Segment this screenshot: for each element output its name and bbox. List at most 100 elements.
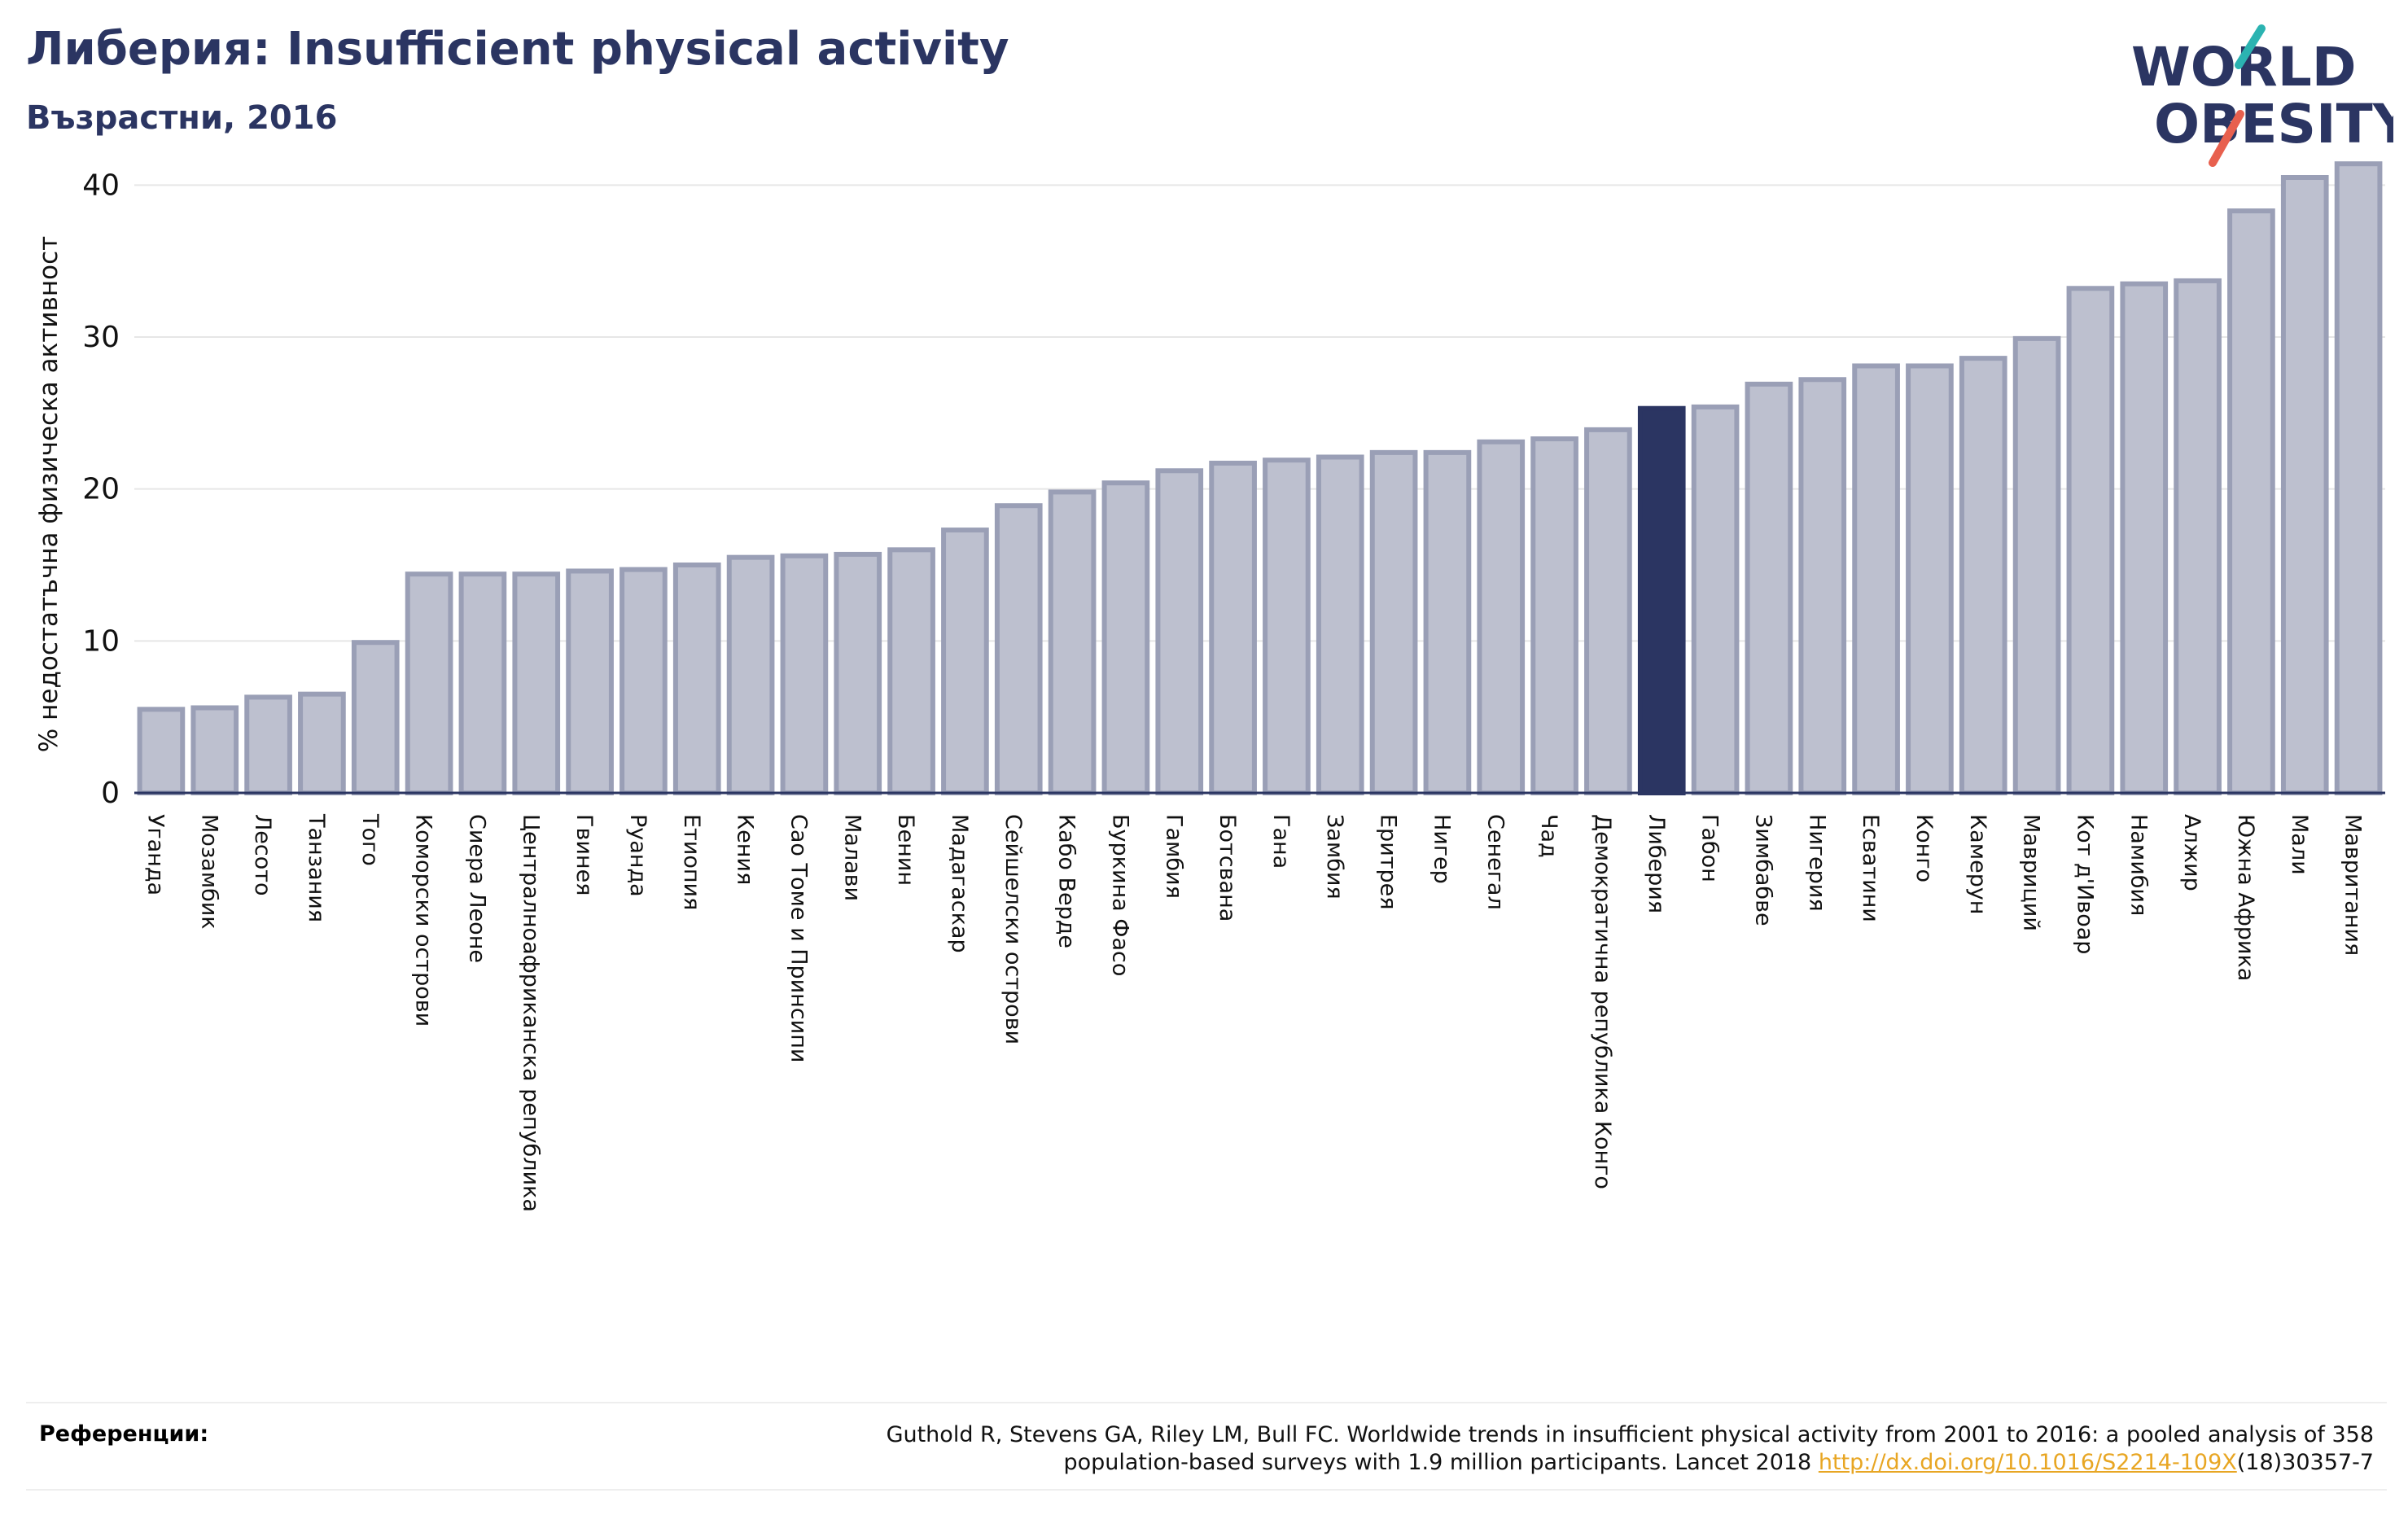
x-tick-label: Кабо Верде: [1054, 814, 1079, 948]
y-tick-label: 30: [82, 321, 120, 354]
bar-2: [190, 705, 239, 796]
x-tick-label: Малави: [839, 814, 865, 901]
bar-1: [137, 707, 186, 795]
bar-19: [1101, 480, 1150, 795]
x-tick-label: Конго: [1911, 814, 1937, 882]
bar-18: [1048, 489, 1097, 796]
bar-33: [1852, 363, 1900, 795]
x-tick-label: Нигер: [1429, 814, 1454, 884]
references-label: Референции:: [39, 1421, 209, 1447]
logo-slash-coral: [2209, 110, 2244, 167]
bar-36: [2012, 335, 2061, 796]
logo-word-obesity: OBESITY: [2154, 93, 2393, 155]
citation-line-2-end: (18)30357-7: [2236, 1450, 2374, 1475]
bar-5: [351, 640, 400, 796]
chart-subtitle: Възрастни, 2016: [26, 99, 338, 137]
bar-40: [2227, 208, 2275, 796]
axis-layer: 0 10 20 30 40 Уганда Мозамбик Лесото Танзания Тог…: [82, 169, 2385, 1212]
bar-8: [512, 571, 561, 795]
bar-9: [566, 568, 614, 795]
x-tick-label: Сейшелски острови: [1000, 814, 1026, 1044]
bar-28: [1584, 427, 1632, 795]
bar-14: [834, 551, 882, 796]
x-tick-label: Ботсвана: [1215, 814, 1240, 922]
x-tick-label: Чад: [1536, 814, 1561, 858]
x-tick-label: Централноафриканска република: [518, 814, 543, 1212]
y-tick-label: 40: [82, 169, 120, 202]
bar-25: [1423, 449, 1472, 795]
bar-32: [1798, 377, 1847, 795]
x-tick-label: Бенин: [893, 814, 918, 886]
logo-word-world: WORLD: [2131, 36, 2357, 99]
x-tick-label: Зимбабве: [1750, 814, 1775, 926]
x-tick-label: Сенегал: [1482, 814, 1508, 910]
grid-layer: [134, 184, 2385, 642]
x-tick-label: Алжир: [2179, 814, 2204, 891]
x-tick-label: Еритрея: [1376, 814, 1401, 909]
x-tick-label: Гвинея: [571, 814, 597, 895]
y-tick-label: 10: [82, 624, 120, 658]
x-tick-label: Замбия: [1322, 814, 1347, 900]
bar-7: [458, 571, 507, 795]
x-tick-label: Етиопия: [679, 814, 704, 910]
citation-line-1: Guthold R, Stevens GA, Riley LM, Bull FC…: [886, 1422, 2374, 1447]
x-tick-label: Коморски острови: [411, 814, 436, 1027]
bar-29: [1637, 405, 1686, 795]
bar-13: [780, 553, 829, 795]
x-tick-label: Нигерия: [1804, 814, 1829, 912]
x-tick-label: Танзания: [304, 813, 329, 922]
bar-6: [405, 571, 453, 795]
bar-12: [726, 554, 775, 796]
citation-line-2: population-based surveys with 1.9 millio…: [1063, 1450, 1819, 1475]
bar-39: [2174, 278, 2222, 795]
bar-4: [298, 691, 346, 796]
bar-16: [941, 528, 989, 795]
bar-23: [1316, 454, 1364, 795]
x-tick-label: Кения: [733, 814, 758, 885]
x-tick-label: Есватини: [1858, 814, 1883, 922]
x-tick-label: Мали: [2287, 814, 2312, 875]
y-tick-label: 20: [82, 473, 120, 506]
bar-37: [2066, 286, 2115, 795]
bar-31: [1745, 381, 1793, 795]
x-tick-label: Уганда: [142, 814, 168, 895]
y-axis-label: % недостатъчна физическа активност: [34, 236, 63, 752]
bar-26: [1477, 439, 1526, 795]
bar-3: [244, 694, 292, 796]
x-tick-label: Лесото: [250, 814, 275, 896]
logo-slash-teal: [2235, 24, 2266, 69]
x-tick-label: Руанда: [625, 814, 650, 897]
bar-17: [994, 503, 1043, 795]
y-tick-label: 0: [101, 777, 120, 810]
bar-10: [620, 567, 668, 795]
x-tick-label: Южна Африка: [2233, 814, 2258, 981]
bar-30: [1691, 404, 1740, 795]
bar-layer: [137, 161, 2383, 796]
bar-38: [2120, 281, 2169, 795]
x-tick-label: Мозамбик: [196, 814, 221, 930]
x-tick-label: Демократична република Конго: [1590, 814, 1615, 1189]
x-tick-label: Гана: [1268, 814, 1294, 869]
x-tick-label: Габон: [1697, 814, 1723, 882]
chart-title: Либерия: Insufficient physical activity: [26, 23, 1009, 76]
x-tick-label: Гамбия: [1161, 814, 1186, 899]
doi-link[interactable]: http://dx.doi.org/10.1016/S2214-109X: [1818, 1450, 2237, 1475]
bar-42: [2334, 161, 2383, 795]
x-tick-label: Того: [357, 813, 383, 866]
x-tick-label: Намибия: [2126, 814, 2151, 916]
world-obesity-logo: WORLD OBESITY: [2131, 24, 2393, 167]
bar-15: [887, 547, 935, 795]
x-tick-label: Мадагаскар: [947, 814, 972, 953]
x-tick-label: Мавриций: [2019, 814, 2044, 931]
references-citation: Guthold R, Stevens GA, Riley LM, Bull FC…: [583, 1421, 2374, 1477]
bar-34: [1906, 363, 1954, 795]
x-tick-label: Мавритания: [2340, 814, 2366, 956]
bar-41: [2280, 175, 2329, 795]
bar-11: [672, 563, 721, 795]
x-tick-label: Буркина Фасо: [1107, 814, 1132, 976]
references-section: Референции: Guthold R, Stevens GA, Riley…: [26, 1402, 2387, 1491]
bar-35: [1959, 356, 2007, 795]
x-tick-label: Либерия: [1644, 814, 1669, 913]
bar-chart: 0 10 20 30 40 Уганда Мозамбик Лесото Танзания Тог…: [34, 161, 2385, 1212]
x-tick-label: Кот д'Ивоар: [2072, 814, 2097, 954]
